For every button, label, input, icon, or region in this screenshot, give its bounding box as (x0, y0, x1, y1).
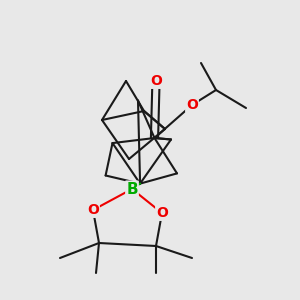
Text: O: O (156, 206, 168, 220)
Text: O: O (87, 203, 99, 217)
Text: B: B (126, 182, 138, 196)
Text: O: O (186, 98, 198, 112)
Text: O: O (150, 74, 162, 88)
